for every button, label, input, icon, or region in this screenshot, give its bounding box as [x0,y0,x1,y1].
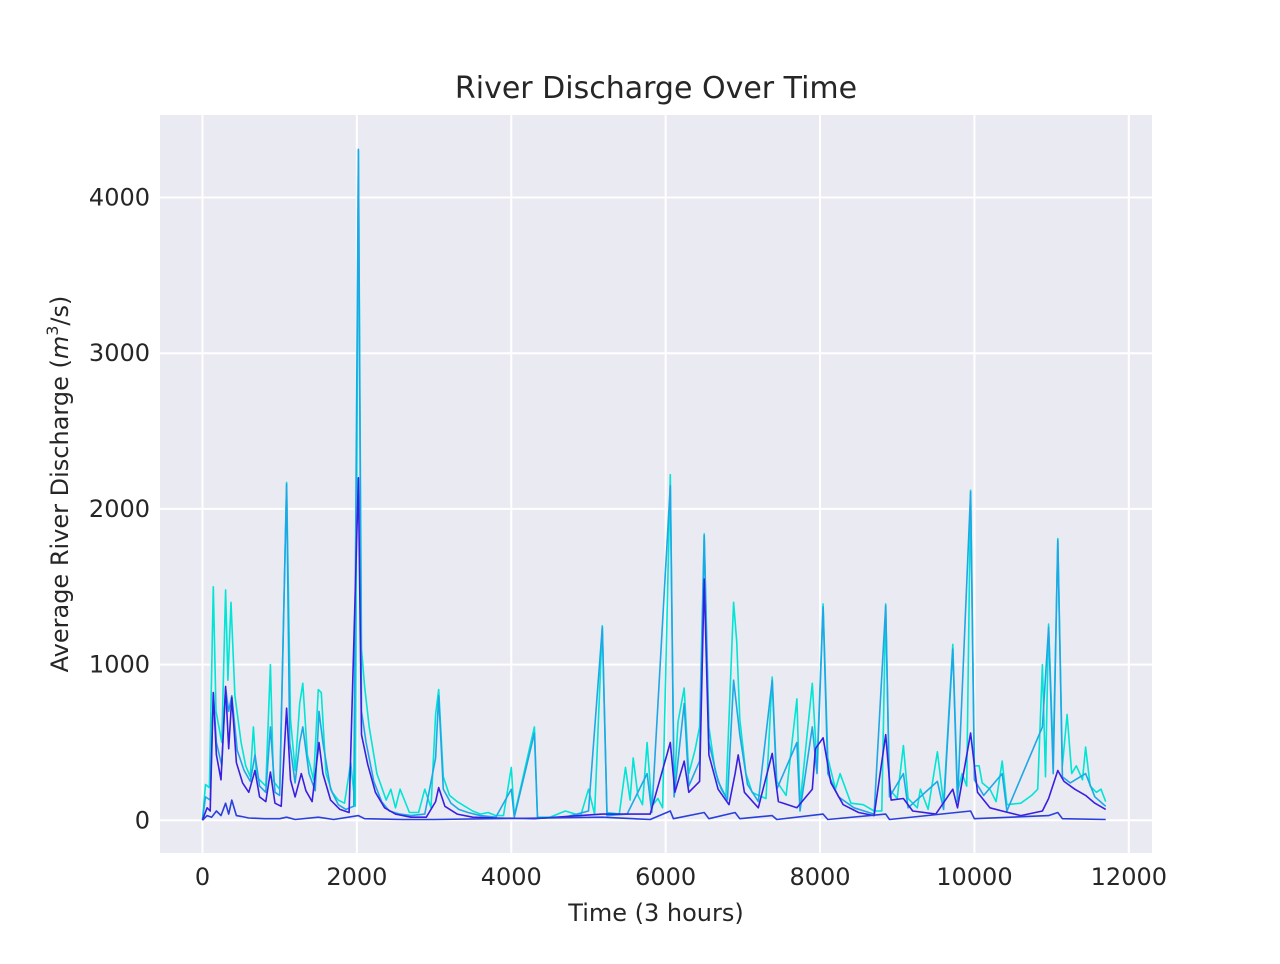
chart-title: River Discharge Over Time [455,71,857,106]
x-tick-label: 2000 [326,863,387,891]
y-tick-label: 1000 [89,651,150,679]
x-tick-label: 12000 [1091,863,1167,891]
x-tick-label: 8000 [790,863,851,891]
x-tick-labels: 0 2000 4000 6000 8000 10000 12000 [195,863,1167,891]
y-axis-label-main: Average River Discharge ( [46,359,74,672]
y-axis-label-var: m [46,336,74,359]
x-tick-label: 10000 [936,863,1012,891]
y-tick-labels: 0 1000 2000 3000 4000 [89,184,150,835]
y-tick-label: 4000 [89,184,150,212]
y-axis-label-tail: /s) [46,296,74,326]
series-layer [201,148,1107,821]
x-tick-label: 4000 [481,863,542,891]
y-tick-label: 0 [135,806,150,834]
y-axis-label: Average River Discharge (m3/s) [43,296,74,673]
y-tick-label: 3000 [89,339,150,367]
series-line-1 [201,150,1107,820]
x-tick-label: 0 [195,863,210,891]
grid-lines [160,115,1152,853]
x-axis-label: Time (3 hours) [567,899,743,927]
y-tick-label: 2000 [89,495,150,523]
series-line-4 [201,799,1106,821]
series-line-3 [201,477,1107,821]
x-tick-label: 6000 [635,863,696,891]
y-axis-label-sup: 3 [43,326,62,336]
